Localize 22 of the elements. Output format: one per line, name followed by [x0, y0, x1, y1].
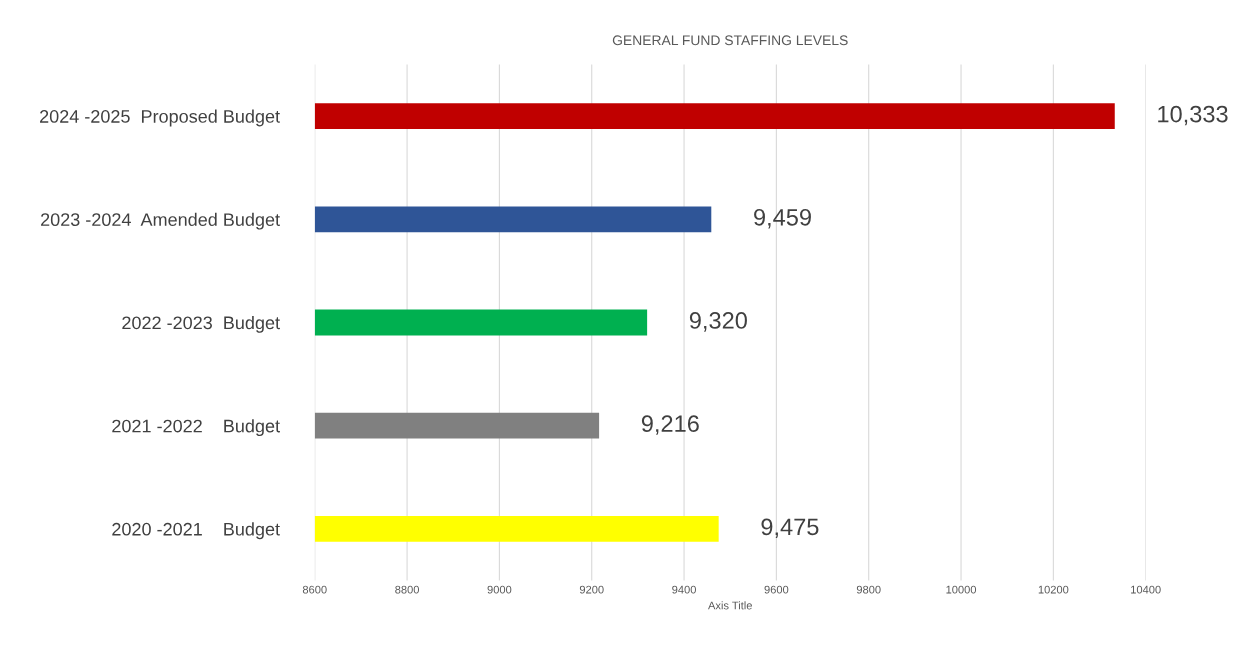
x-tick-label: 9800 [856, 585, 881, 594]
x-tick-label: 8600 [302, 585, 327, 594]
y-tick-label: 2021 -2022 Budget [112, 419, 280, 436]
y-tick-label: 2023 -2024 Amended Budget [41, 212, 280, 230]
x-tick-label: 10000 [946, 585, 977, 594]
data-label: 9,320 [689, 312, 747, 332]
x-tick-label: 9400 [672, 585, 696, 594]
x-tick-label: 9000 [487, 585, 512, 594]
data-label: 9,475 [761, 518, 819, 539]
x-tick-label: 10200 [1038, 585, 1069, 594]
data-label: 9,459 [754, 208, 811, 229]
y-tick-label: 2024 -2025 Proposed Budget [40, 109, 280, 127]
data-label: 9,216 [641, 415, 699, 435]
x-tick-label: 9600 [764, 585, 789, 594]
data-label: 10,333 [1158, 105, 1228, 126]
x-tick-label: 10400 [1131, 585, 1161, 594]
x-axis-title: Axis Title [708, 601, 752, 610]
x-tick-label: 8800 [395, 585, 419, 594]
y-tick-label: 2022 -2023 Budget [122, 315, 280, 333]
y-tick-label: 2020 -2021 Budget [112, 522, 280, 540]
x-tick-label: 9200 [579, 585, 604, 594]
chart-title: GENERAL FUND STAFFING LEVELS [612, 35, 848, 46]
